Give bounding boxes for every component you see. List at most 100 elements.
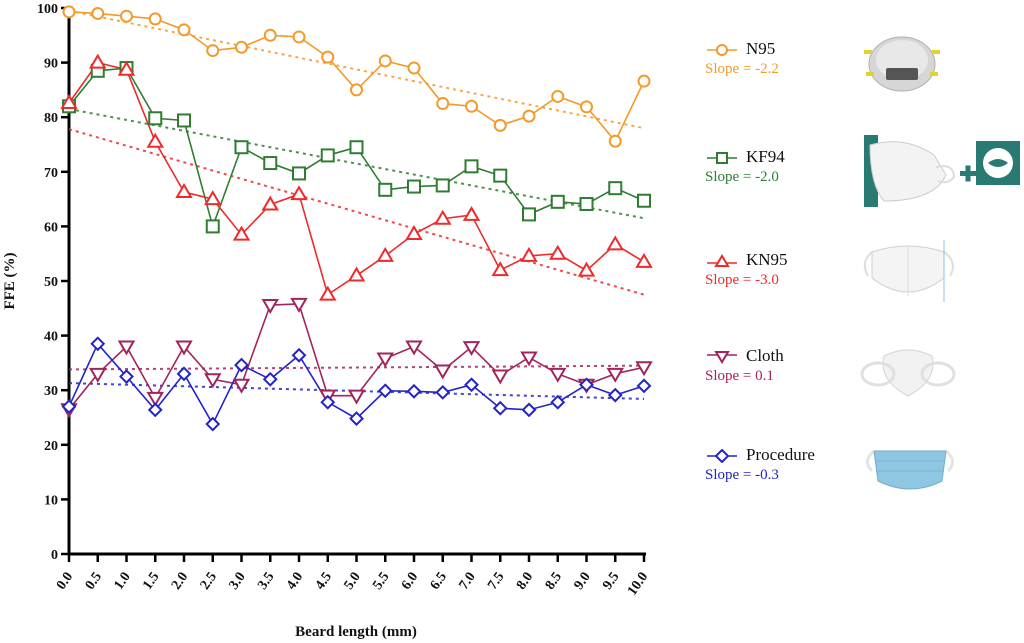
data-point-procedure <box>377 383 393 399</box>
x-tick-label: 3.5 <box>255 570 277 593</box>
ffe-line-chart: 0 10 20 30 40 50 60 70 80 90 100 0.0 0.5 1.0 1.5 2.0 2.5… <box>2 2 653 640</box>
kn95-mask-image <box>863 240 954 302</box>
y-tick-label: 90 <box>44 57 58 72</box>
data-point-n95 <box>263 28 277 42</box>
data-point-procedure <box>435 384 451 400</box>
data-point-procedure <box>262 371 278 387</box>
data-point-procedure <box>521 402 537 418</box>
data-point-procedure <box>320 394 336 410</box>
data-point-cloth <box>232 378 251 394</box>
x-tick-label: 6.5 <box>428 570 450 593</box>
data-point-n95 <box>206 44 220 58</box>
data-point-procedure <box>291 347 307 363</box>
x-tick-label: 4.0 <box>284 570 306 593</box>
data-point-cloth <box>405 340 423 356</box>
data-point-kf94 <box>320 148 335 163</box>
y-tick-label: 20 <box>44 439 58 454</box>
data-point-kf94 <box>493 168 508 183</box>
x-tick-label: 6.0 <box>399 570 421 593</box>
data-point-kn95 <box>89 53 107 69</box>
data-point-procedure <box>464 377 479 393</box>
data-point-procedure <box>119 369 134 384</box>
x-tick-label: 5.0 <box>341 570 363 593</box>
data-point-cloth <box>117 340 136 356</box>
y-tick-label: 0 <box>51 548 58 563</box>
data-point-kf94 <box>148 111 163 126</box>
data-point-kn95 <box>405 225 423 241</box>
legend-item-n95: N95 Slope = -2.2 <box>705 39 1024 119</box>
legend-slope: Slope = 0.1 <box>705 368 774 384</box>
trend-line-kn95 <box>68 128 645 296</box>
circle-marker-icon <box>707 44 737 56</box>
legend-label: KF94 <box>746 147 785 166</box>
data-point-cloth <box>549 367 567 383</box>
data-point-kn95 <box>261 195 279 211</box>
data-point-kn95 <box>204 190 222 206</box>
x-tick-label: 9.0 <box>571 570 593 593</box>
data-point-kn95 <box>376 246 394 262</box>
data-point-kf94 <box>349 140 364 155</box>
data-point-cloth <box>376 352 394 368</box>
n95-mask-image <box>864 36 940 92</box>
data-point-kf94 <box>205 219 220 234</box>
data-point-cloth <box>290 297 308 313</box>
legend-label: Procedure <box>746 445 815 464</box>
y-tick-label: 100 <box>37 2 58 17</box>
data-point-n95 <box>350 83 363 97</box>
y-tick-label: 40 <box>44 330 58 345</box>
data-point-kn95 <box>491 261 509 277</box>
trend-line-cloth <box>68 364 645 371</box>
data-point-n95 <box>378 54 392 68</box>
x-tick-label: 8.5 <box>543 570 565 593</box>
legend-slope: Slope = -2.0 <box>705 169 779 185</box>
data-point-kf94 <box>637 193 651 208</box>
data-point-procedure <box>550 394 566 410</box>
data-point-kn95 <box>462 205 481 221</box>
data-point-kf94 <box>234 140 249 155</box>
data-point-kn95 <box>520 246 538 262</box>
data-point-cloth <box>175 340 193 356</box>
data-point-n95 <box>551 89 565 103</box>
triangle-down-marker-icon <box>707 351 737 364</box>
legend-label: Cloth <box>746 346 784 365</box>
data-point-n95 <box>235 40 248 54</box>
data-point-n95 <box>91 6 105 20</box>
data-point-n95 <box>120 9 133 23</box>
data-point-procedure <box>205 416 221 432</box>
data-point-procedure <box>636 378 652 394</box>
kf94-mask-image <box>864 135 1020 207</box>
legend-item-cloth: Cloth Slope = 0.1 <box>705 346 1024 426</box>
data-point-cloth <box>491 369 509 385</box>
data-point-cloth <box>635 361 653 377</box>
y-tick-label: 10 <box>44 493 58 508</box>
data-point-procedure <box>492 400 508 416</box>
x-tick-label: 2.0 <box>169 570 191 593</box>
data-point-cloth <box>434 364 452 380</box>
data-point-n95 <box>465 99 478 113</box>
data-point-kn95 <box>635 252 653 268</box>
data-point-procedure <box>349 411 364 427</box>
square-marker-icon <box>707 152 737 164</box>
legend-label: N95 <box>746 39 776 58</box>
data-point-kf94 <box>550 194 565 209</box>
data-point-kn95 <box>577 261 596 277</box>
y-axis-title: FFE (%) <box>2 252 18 309</box>
data-point-procedure <box>234 357 249 373</box>
data-point-kf94 <box>177 113 191 128</box>
data-point-n95 <box>177 23 191 37</box>
data-point-kn95 <box>434 209 452 225</box>
diamond-marker-icon <box>707 449 737 463</box>
series-markers <box>60 5 653 432</box>
data-point-kn95 <box>60 94 78 110</box>
data-point-procedure <box>90 336 106 352</box>
series-lines <box>68 11 645 426</box>
data-point-n95 <box>292 30 306 44</box>
data-point-n95 <box>608 134 622 148</box>
legend-item-kf94: KF94 Slope = -2.0 <box>705 147 1024 227</box>
x-tick-label: 7.0 <box>456 570 478 593</box>
legend-slope: Slope = -2.2 <box>705 61 779 77</box>
data-point-n95 <box>436 97 450 111</box>
y-tick-label: 60 <box>44 220 58 235</box>
data-point-n95 <box>493 118 507 132</box>
data-point-kf94 <box>522 207 536 222</box>
